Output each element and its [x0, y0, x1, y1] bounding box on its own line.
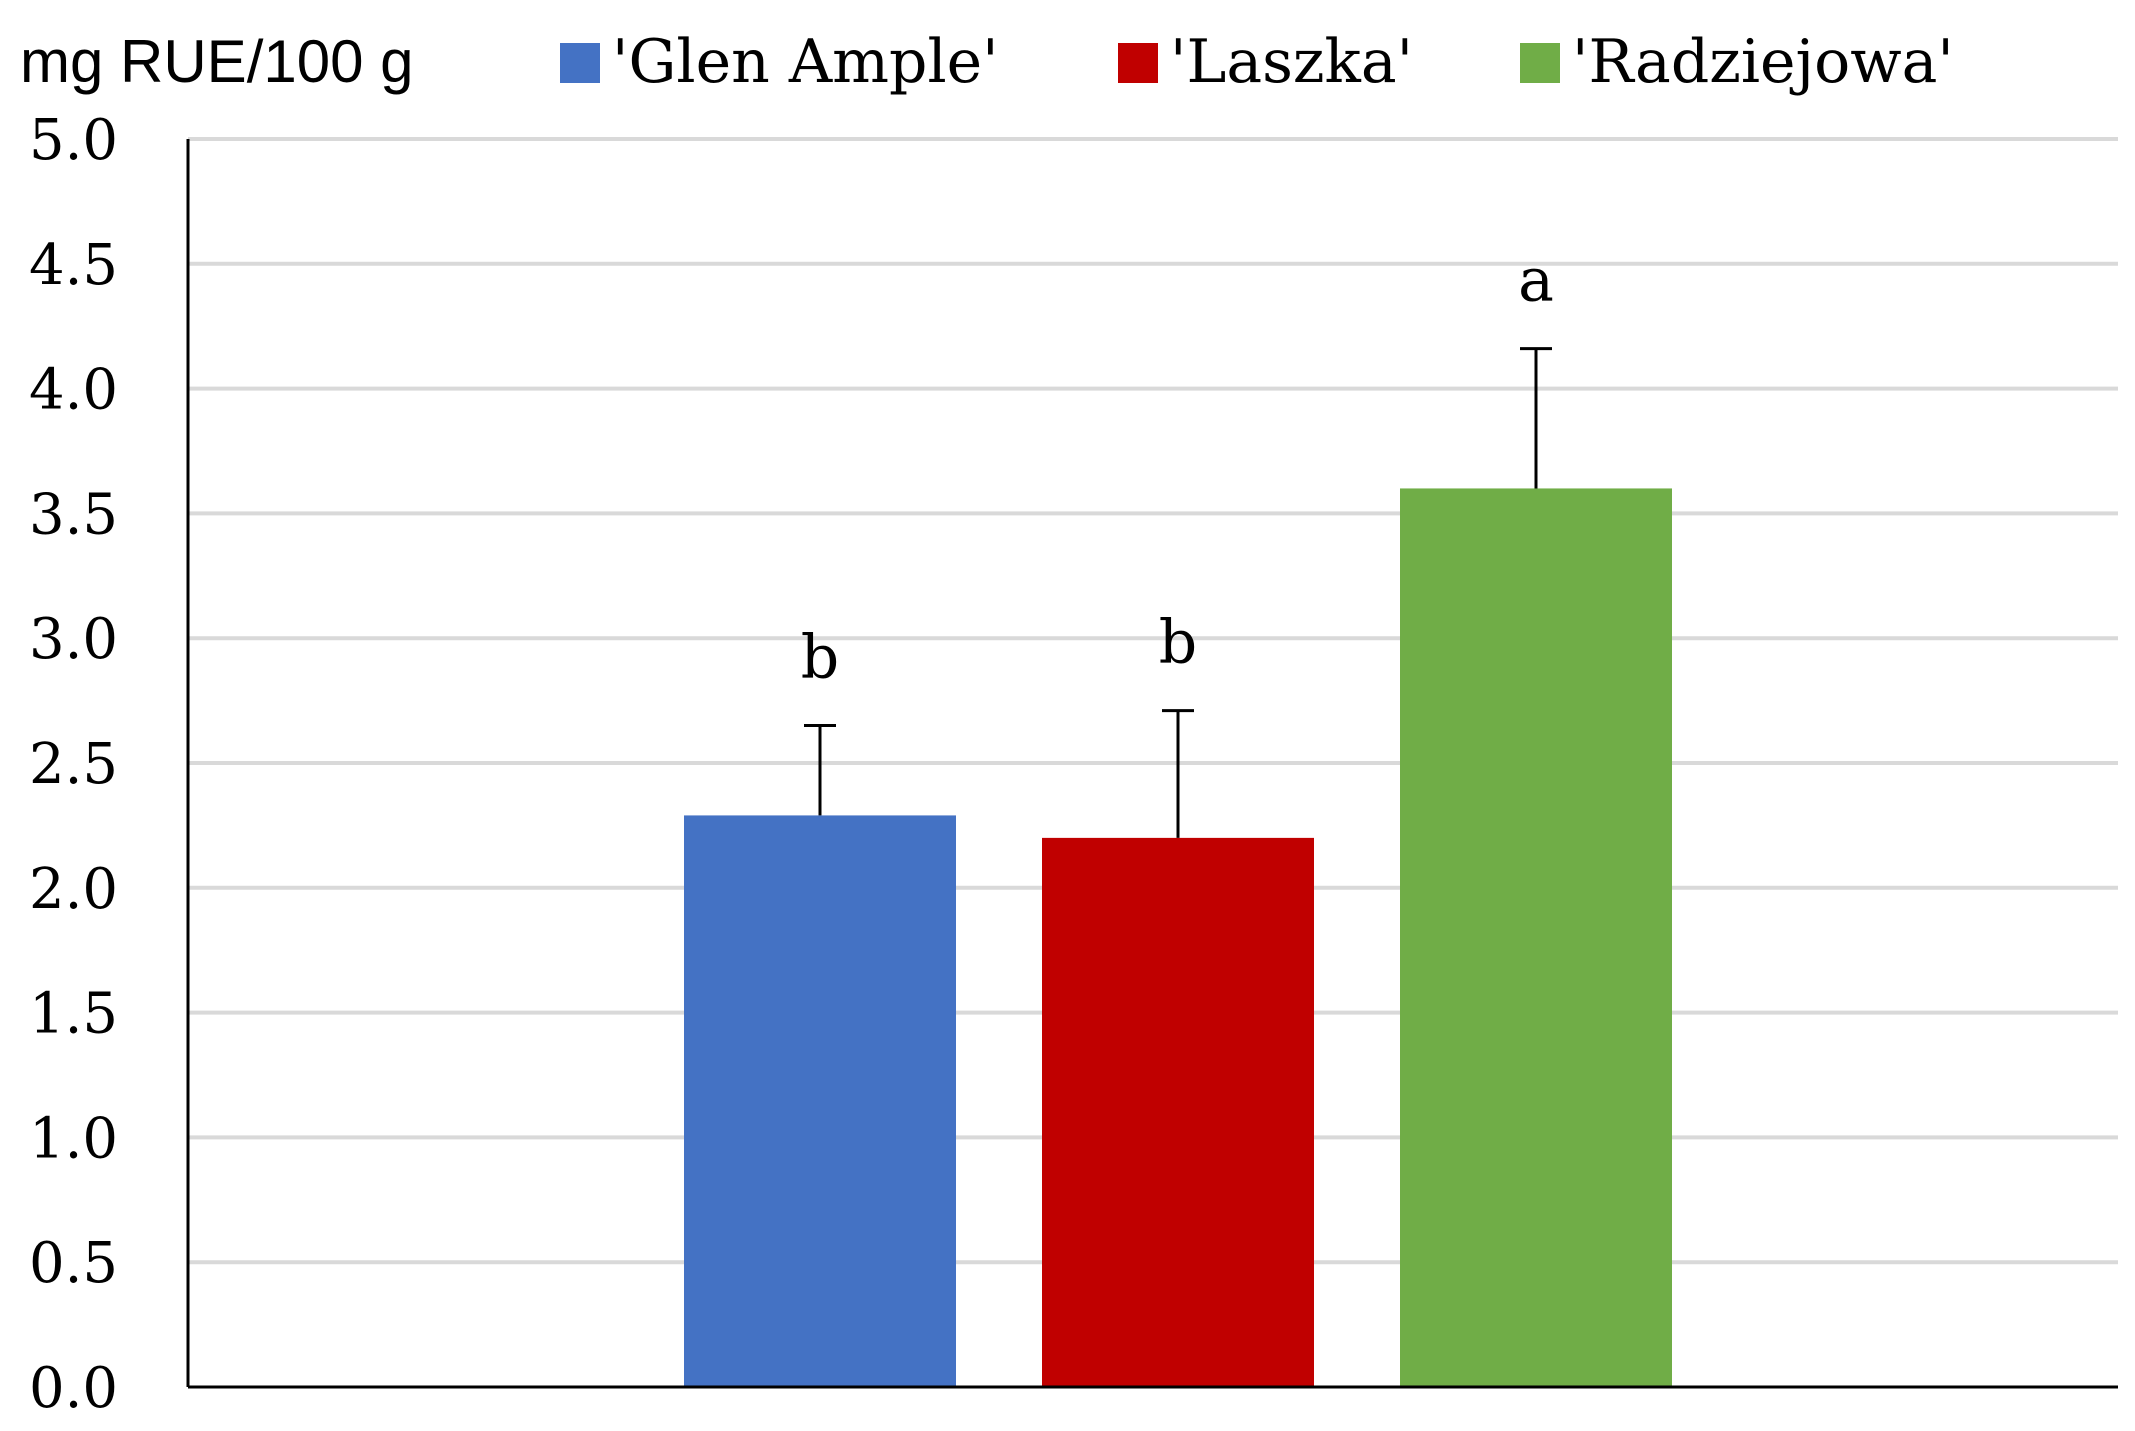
y-tick-label: 2.5: [29, 732, 118, 797]
significance-label: b: [1159, 608, 1197, 678]
legend-swatch: [1118, 43, 1158, 83]
legend-label: 'Radziejowa': [1572, 27, 1954, 97]
axes: [186, 139, 2118, 1389]
y-tick-label: 4.0: [29, 358, 118, 423]
y-tick-label: 1.5: [29, 982, 118, 1047]
y-tick-labels: 0.0 0.5 1.0 1.5 2.0 2.5 3.0 3.5 4.0 4.5 5.0: [29, 108, 118, 1421]
significance-label: b: [801, 623, 839, 693]
legend-swatch: [1520, 43, 1560, 83]
gridlines: [188, 137, 2118, 1265]
bar: [1042, 837, 1314, 1387]
y-tick-label: 2.0: [29, 857, 118, 922]
legend: 'Glen Ample' 'Laszka' 'Radziejowa': [560, 27, 1954, 97]
y-tick-label: 4.5: [29, 233, 118, 298]
y-tick-label: 3.5: [29, 482, 118, 547]
legend-label: 'Glen Ample': [612, 27, 999, 97]
bar: [684, 815, 956, 1387]
bar: [1400, 488, 1672, 1387]
significance-label: a: [1518, 246, 1554, 316]
y-tick-label: 0.0: [29, 1356, 118, 1421]
bars: b b a: [684, 246, 1672, 1387]
y-tick-label: 3.0: [29, 607, 118, 672]
y-tick-label: 0.5: [29, 1231, 118, 1296]
legend-swatch: [560, 43, 600, 83]
y-tick-label: 1.0: [29, 1106, 118, 1171]
y-axis-label: mg RUE/100 g: [20, 28, 414, 95]
legend-label: 'Laszka': [1170, 27, 1413, 97]
y-tick-label: 5.0: [29, 108, 118, 173]
